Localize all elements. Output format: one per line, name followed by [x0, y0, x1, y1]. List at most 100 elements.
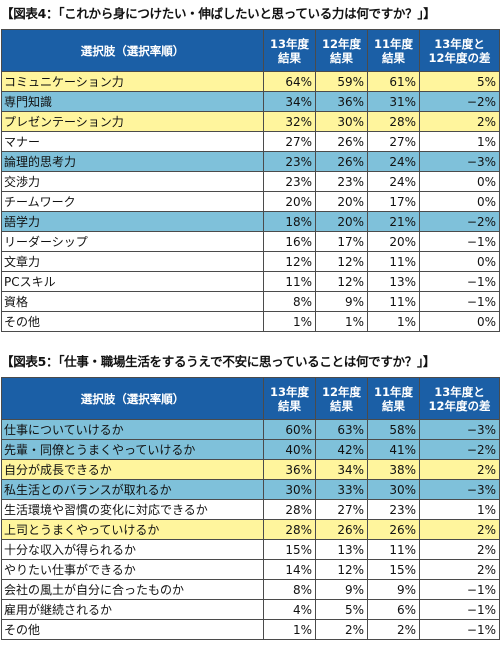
value-diff: 0% — [419, 171, 500, 192]
value-fy13: 30% — [263, 479, 316, 500]
table-row: コミュニケーション力 64% 59% 61% 5% — [1, 71, 500, 92]
value-fy11: 24% — [367, 171, 420, 192]
table-row: プレゼンテーション力 32% 30% 28% 2% — [1, 111, 500, 132]
value-fy13: 20% — [263, 191, 316, 212]
value-fy13: 60% — [263, 419, 316, 440]
header-fy11-label: 11年度 結果 — [373, 36, 413, 65]
value-fy12: 26% — [315, 131, 368, 152]
header-fy11: 11年度 結果 — [367, 377, 420, 420]
header-choice: 選択肢（選択率順） — [1, 377, 264, 420]
table-header-row: 選択肢（選択率順） 13年度 結果 12年度 結果 11年度 結果 13年度と … — [1, 29, 500, 72]
value-fy13: 12% — [263, 251, 316, 272]
value-fy12: 12% — [315, 559, 368, 580]
header-fy13: 13年度 結果 — [263, 29, 316, 72]
value-fy13: 15% — [263, 539, 316, 560]
value-diff: −1% — [419, 619, 500, 640]
value-fy13: 23% — [263, 171, 316, 192]
figure5-title: 【図表5：「仕事・職場生活をするうえで不安に思っていることは何ですか？」】 — [1, 354, 436, 369]
row-label: チームワーク — [1, 191, 264, 212]
value-fy11: 15% — [367, 559, 420, 580]
row-label: 会社の風土が自分に合ったものか — [1, 579, 264, 600]
table-row: マナー 27% 26% 27% 1% — [1, 131, 500, 152]
value-fy11: 11% — [367, 251, 420, 272]
row-label: やりたい仕事ができるか — [1, 559, 264, 580]
value-fy11: 2% — [367, 619, 420, 640]
header-fy13-label: 13年度 結果 — [269, 384, 309, 413]
row-label: 十分な収入が得られるか — [1, 539, 264, 560]
value-fy12: 20% — [315, 211, 368, 232]
value-fy13: 27% — [263, 131, 316, 152]
table-row: 上司とうまくやっていけるか 28% 26% 26% 2% — [1, 519, 500, 540]
table-row: 生活環境や習慣の変化に対応できるか 28% 27% 23% 1% — [1, 499, 500, 520]
table-row: 仕事についていけるか 60% 63% 58% −3% — [1, 419, 500, 440]
table-row: 資格 8% 9% 11% −1% — [1, 291, 500, 312]
table-row: 語学力 18% 20% 21% −2% — [1, 211, 500, 232]
value-diff: 0% — [419, 251, 500, 272]
figure5-body: 仕事についていけるか 60% 63% 58% −3% 先輩・同僚とうまくやっていけるか 40… — [1, 419, 500, 640]
value-diff: 2% — [419, 559, 500, 580]
table-row: 雇用が継続されるか 4% 5% 6% −1% — [1, 599, 500, 620]
value-fy11: 31% — [367, 91, 420, 112]
value-fy11: 24% — [367, 151, 420, 172]
value-fy11: 11% — [367, 291, 420, 312]
value-diff: −3% — [419, 151, 500, 172]
header-diff: 13年度と 12年度の差 — [419, 377, 500, 420]
row-label: 私生活とのバランスが取れるか — [1, 479, 264, 500]
row-label: PCスキル — [1, 271, 264, 292]
value-fy13: 28% — [263, 499, 316, 520]
table-row: 十分な収入が得られるか 15% 13% 11% 2% — [1, 539, 500, 560]
value-fy11: 9% — [367, 579, 420, 600]
row-label: コミュニケーション力 — [1, 71, 264, 92]
header-fy12-label: 12年度 結果 — [321, 384, 361, 413]
value-fy12: 30% — [315, 111, 368, 132]
row-label: 専門知識 — [1, 91, 264, 112]
value-diff: 5% — [419, 71, 500, 92]
value-fy13: 8% — [263, 579, 316, 600]
header-diff-label: 13年度と 12年度の差 — [428, 36, 491, 65]
value-fy12: 1% — [315, 311, 368, 332]
value-fy11: 6% — [367, 599, 420, 620]
value-fy11: 28% — [367, 111, 420, 132]
row-label: 語学力 — [1, 211, 264, 232]
header-fy12-label: 12年度 結果 — [321, 36, 361, 65]
row-label: 先輩・同僚とうまくやっていけるか — [1, 439, 264, 460]
value-diff: −2% — [419, 439, 500, 460]
value-fy12: 33% — [315, 479, 368, 500]
value-diff: −1% — [419, 579, 500, 600]
header-diff-label: 13年度と 12年度の差 — [428, 384, 491, 413]
table-header-row: 選択肢（選択率順） 13年度 結果 12年度 結果 11年度 結果 13年度と … — [1, 377, 500, 420]
value-fy13: 18% — [263, 211, 316, 232]
header-fy13: 13年度 結果 — [263, 377, 316, 420]
row-label: その他 — [1, 311, 264, 332]
value-fy12: 20% — [315, 191, 368, 212]
row-label: 上司とうまくやっていけるか — [1, 519, 264, 540]
value-fy12: 63% — [315, 419, 368, 440]
value-diff: −1% — [419, 599, 500, 620]
value-fy13: 16% — [263, 231, 316, 252]
row-label: 自分が成長できるか — [1, 459, 264, 480]
row-label: 雇用が継続されるか — [1, 599, 264, 620]
value-fy12: 26% — [315, 519, 368, 540]
row-label: 論理的思考力 — [1, 151, 264, 172]
value-diff: −3% — [419, 419, 500, 440]
value-fy11: 41% — [367, 439, 420, 460]
value-fy12: 34% — [315, 459, 368, 480]
value-fy13: 14% — [263, 559, 316, 580]
value-fy12: 2% — [315, 619, 368, 640]
value-fy12: 12% — [315, 271, 368, 292]
table-row: 文章力 12% 12% 11% 0% — [1, 251, 500, 272]
table-row: 専門知識 34% 36% 31% −2% — [1, 91, 500, 112]
value-fy13: 11% — [263, 271, 316, 292]
value-fy13: 36% — [263, 459, 316, 480]
table-row: その他 1% 2% 2% −1% — [1, 619, 500, 640]
row-label: 生活環境や習慣の変化に対応できるか — [1, 499, 264, 520]
row-label: 交渉力 — [1, 171, 264, 192]
figure4-table: 選択肢（選択率順） 13年度 結果 12年度 結果 11年度 結果 13年度と … — [1, 29, 500, 332]
row-label: 資格 — [1, 291, 264, 312]
header-fy12: 12年度 結果 — [315, 29, 368, 72]
table-row: 私生活とのバランスが取れるか 30% 33% 30% −3% — [1, 479, 500, 500]
value-fy13: 32% — [263, 111, 316, 132]
row-label: 仕事についていけるか — [1, 419, 264, 440]
value-fy12: 42% — [315, 439, 368, 460]
value-fy11: 17% — [367, 191, 420, 212]
